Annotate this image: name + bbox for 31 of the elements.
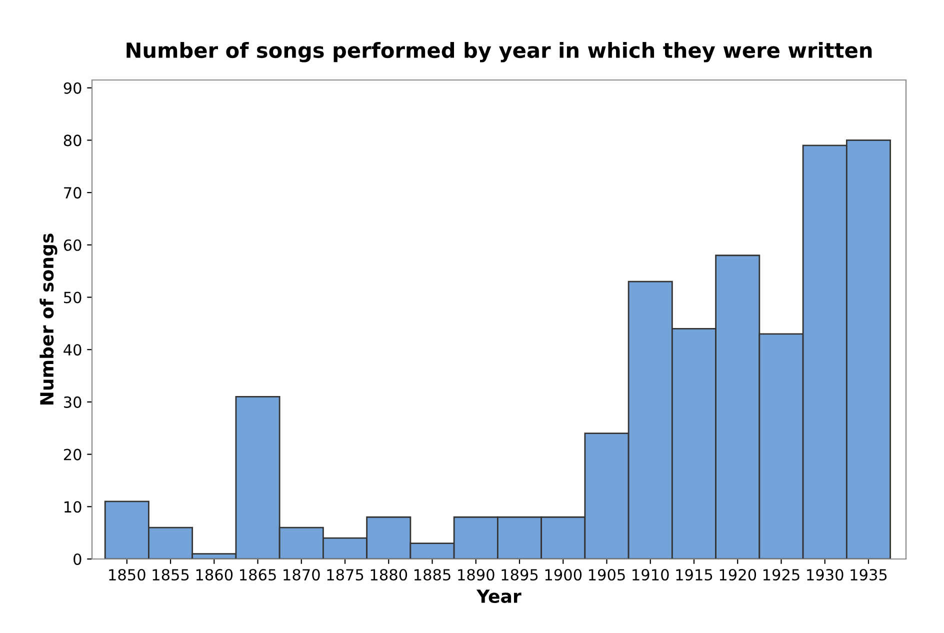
x-tick-label: 1905: [588, 568, 625, 581]
x-axis-title: Year: [476, 590, 522, 604]
x-tick-label: 1860: [196, 568, 233, 581]
chart-title: Number of songs performed by year in which they were written: [126, 42, 872, 62]
x-tick-label: 1895: [502, 568, 538, 581]
y-tick-label: 70: [64, 187, 82, 199]
x-tick-label: 1855: [152, 568, 189, 581]
x-tick-label: 1850: [109, 568, 146, 581]
x-tick-label: 1925: [763, 568, 800, 581]
x-tick-label: 1900: [545, 568, 582, 581]
y-tick-label: 20: [64, 448, 82, 460]
x-tick-label: 1930: [807, 568, 844, 581]
x-tick-label: 1935: [850, 568, 887, 581]
y-tick-label: 10: [64, 501, 82, 513]
y-tick-label: 30: [64, 396, 82, 408]
y-tick-label: 40: [64, 344, 82, 356]
x-tick-label: 1915: [676, 568, 712, 581]
y-tick-label: 50: [64, 292, 82, 304]
x-tick-label: 1870: [284, 568, 320, 581]
x-tick-label: 1865: [240, 568, 276, 581]
y-tick-label: 80: [64, 134, 82, 146]
y-tick-label: 0: [74, 553, 82, 566]
y-axis-title: Number of songs: [40, 234, 58, 405]
x-tick-label: 1890: [458, 568, 494, 581]
x-tick-label: 1880: [370, 568, 408, 581]
x-tick-label: 1885: [414, 568, 450, 581]
x-tick-label: 1920: [720, 568, 756, 581]
y-tick-label: 90: [64, 82, 82, 94]
x-tick-label: 1875: [327, 568, 364, 581]
x-tick-label: 1910: [632, 568, 669, 581]
y-tick-label: 60: [64, 239, 82, 251]
